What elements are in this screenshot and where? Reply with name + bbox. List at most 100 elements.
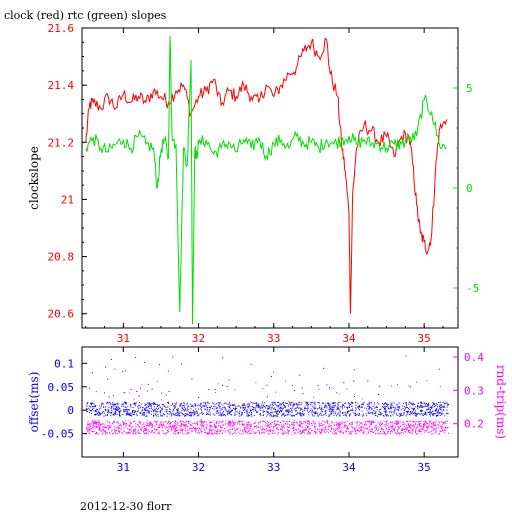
rnd-trip-point [140,421,142,423]
offset-point [115,406,117,408]
offset-point [117,408,119,410]
offset-point [91,402,93,404]
offset-point [206,406,208,408]
rnd-trip-point [216,431,217,433]
rnd-trip-point [93,422,95,423]
offset-point [266,410,268,412]
offset-point [139,405,141,407]
rnd-trip-point [390,433,391,435]
rnd-trip-point [334,430,336,431]
rnd-trip-point [195,431,196,433]
rnd-trip-point [324,427,326,429]
rnd-trip-point [92,421,94,423]
offset-point [358,414,359,416]
rnd-trip-point [328,423,330,425]
rnd-trip-point [380,425,381,426]
offset-point [419,413,421,415]
bottom-y2-tick-label: 0.4 [464,351,484,364]
offset-point [399,415,401,417]
offset-point [297,411,299,413]
rnd-trip-point [106,431,108,433]
rnd-trip-point [246,427,248,429]
rnd-trip-point [432,422,434,424]
offset-point [86,402,88,404]
rnd-trip-outlier [179,403,181,405]
rnd-trip-point [395,426,397,428]
offset-point [101,412,103,414]
rnd-trip-point [408,426,410,428]
rnd-trip-point [260,420,262,422]
offset-point [427,405,429,407]
offset-point [291,415,293,417]
rnd-trip-point [269,429,271,431]
offset-point [310,402,312,403]
rnd-trip-point [167,430,168,431]
rnd-trip-point [175,429,177,431]
rnd-trip-point [329,430,331,432]
rnd-trip-point [171,428,173,430]
offset-point [243,408,245,410]
rnd-trip-point [154,421,156,423]
rnd-trip-point [444,430,446,432]
offset-point [288,411,290,413]
offset-point [304,406,306,408]
rnd-trip-point [154,425,156,427]
rnd-trip-point [443,422,445,424]
rnd-trip-outlier [119,411,121,413]
rnd-trip-point [201,424,203,426]
rnd-trip-point [291,424,293,426]
offset-point [189,411,191,413]
offset-point [342,404,344,406]
rnd-trip-point [259,433,261,435]
offset-point [173,404,175,406]
rnd-trip-point [247,432,249,434]
rnd-trip-point [95,423,97,425]
offset-point [405,415,407,417]
rnd-trip-point [208,423,210,425]
offset-point [172,403,173,405]
rnd-trip-point [222,421,224,423]
offset-point [353,412,355,414]
offset-point [385,402,387,404]
rnd-trip-point [109,431,110,433]
rnd-trip-point [308,420,310,422]
bottom-x-tick-label: 33 [267,461,280,474]
rnd-trip-point [406,427,408,429]
offset-point [314,408,315,410]
offset-point [344,406,345,408]
rnd-trip-point [318,421,320,423]
offset-point [317,415,319,417]
rnd-trip-point [134,427,136,429]
top-y2-tick-label: 5 [466,82,473,95]
rnd-trip-point [232,424,234,426]
rnd-trip-point [360,422,362,423]
rnd-trip-point [99,423,101,425]
offset-point [430,406,432,408]
rnd-trip-point [419,420,421,422]
offset-point [106,409,108,411]
rnd-trip-outlier [172,421,173,423]
rnd-trip-point [346,427,348,429]
offset-point [271,402,273,403]
rnd-trip-outlier [313,396,315,398]
rnd-trip-outlier [141,384,143,386]
offset-point [300,413,302,415]
rnd-trip-point [206,426,208,428]
offset-point [118,414,120,415]
rnd-trip-point [292,428,294,429]
offset-point [328,403,330,405]
offset-point [281,407,283,409]
rnd-trip-point [369,429,371,431]
offset-point [157,415,159,417]
offset-point [106,415,108,416]
rnd-trip-point [209,425,211,427]
offset-point [431,410,433,412]
top-x-tick-label: 31 [117,332,130,345]
offset-point [386,414,388,416]
rnd-trip-point [427,426,429,428]
offset-point [252,407,254,409]
rnd-trip-point [98,425,100,427]
rnd-trip-point [401,430,403,431]
rnd-trip-point [270,426,272,428]
rnd-trip-point [89,430,90,432]
